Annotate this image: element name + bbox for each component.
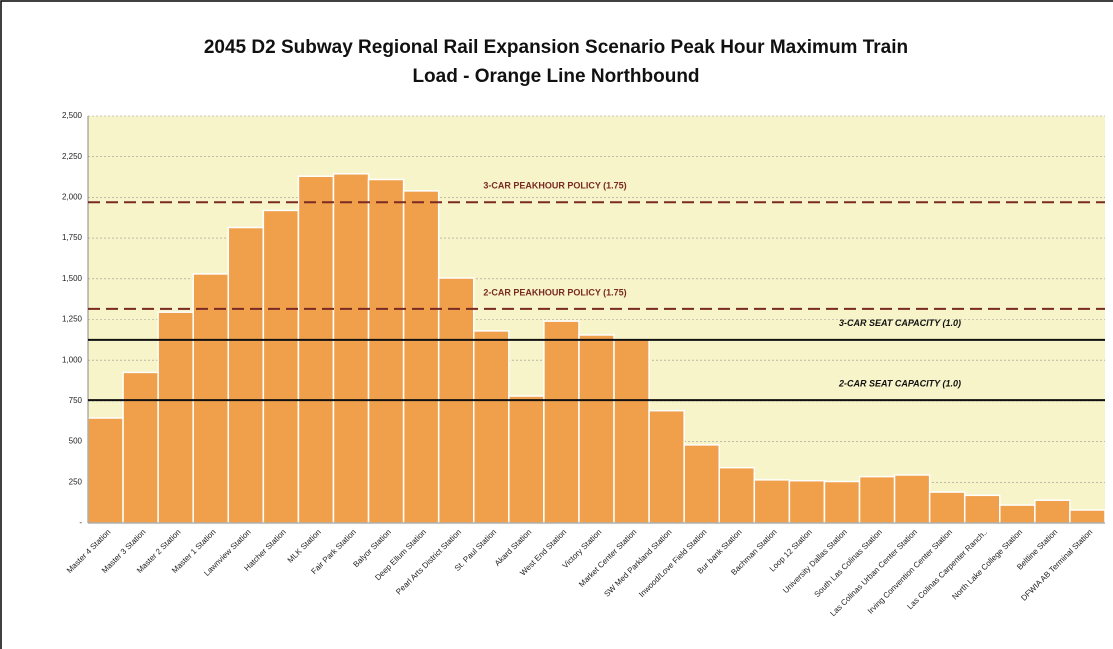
- x-tick-label: DFWIA AB Terminal Station: [1019, 528, 1094, 603]
- bar: [332, 173, 370, 524]
- y-tick-label: 1,750: [62, 233, 83, 242]
- bar: [578, 334, 615, 524]
- bar: [157, 311, 194, 524]
- bar: [227, 226, 265, 524]
- bar: [122, 371, 159, 524]
- reference-label: 3-CAR PEAKHOUR POLICY (1.75): [483, 181, 626, 191]
- x-tick-label: SW Med Parkland Station: [602, 528, 673, 599]
- bar: [367, 178, 405, 524]
- bar: [192, 273, 230, 524]
- y-tick-label: 2,000: [62, 193, 83, 202]
- y-tick-label: 2,250: [62, 152, 83, 161]
- bar: [893, 474, 931, 524]
- chart-title: 2045 D2 Subway Regional Rail Expansion S…: [204, 37, 908, 58]
- y-tick-label: 1,250: [62, 315, 83, 324]
- chart-title: Load - Orange Line Northbound: [412, 66, 699, 87]
- bar: [508, 395, 545, 524]
- bar: [1034, 499, 1071, 524]
- bar: [858, 475, 896, 524]
- x-tick-label: North Lake College Station: [950, 528, 1024, 602]
- y-tick-label: 2,500: [62, 111, 83, 120]
- bar: [718, 466, 756, 524]
- y-tick-label: 1,500: [62, 274, 83, 283]
- bar: [613, 339, 650, 524]
- bar: [683, 444, 720, 524]
- bar: [823, 480, 861, 524]
- x-tick-label: University Dallas Station: [781, 528, 849, 596]
- bar: [297, 175, 335, 524]
- y-tick-label: 1,000: [62, 355, 83, 364]
- bar: [473, 330, 510, 524]
- bar: [963, 494, 1001, 524]
- bar: [753, 479, 791, 524]
- x-tick-label: Inwood/Love Field Station: [637, 528, 708, 599]
- x-tick-label: MLK Station: [286, 528, 323, 565]
- x-tick-label: Market Center Station: [577, 528, 638, 589]
- y-tick-label: -: [79, 518, 82, 527]
- bar: [928, 491, 966, 524]
- bar: [1069, 509, 1106, 524]
- bar: [402, 190, 440, 524]
- y-tick-label: 250: [69, 477, 83, 486]
- reference-label: 2-CAR SEAT CAPACITY (1.0): [838, 378, 961, 388]
- bar: [543, 320, 580, 524]
- y-tick-label: 500: [69, 437, 83, 446]
- bar: [648, 409, 685, 524]
- x-tick-label: Pearl Arts District Station: [394, 528, 463, 597]
- y-tick-label: 750: [69, 396, 83, 405]
- x-tick-label: South Las Colinas Station: [812, 528, 883, 599]
- bar: [262, 209, 300, 524]
- bar: [788, 479, 826, 524]
- bar: [87, 417, 124, 524]
- reference-label: 3-CAR SEAT CAPACITY (1.0): [839, 318, 961, 328]
- reference-label: 2-CAR PEAKHOUR POLICY (1.75): [483, 287, 626, 297]
- bar: [999, 504, 1036, 524]
